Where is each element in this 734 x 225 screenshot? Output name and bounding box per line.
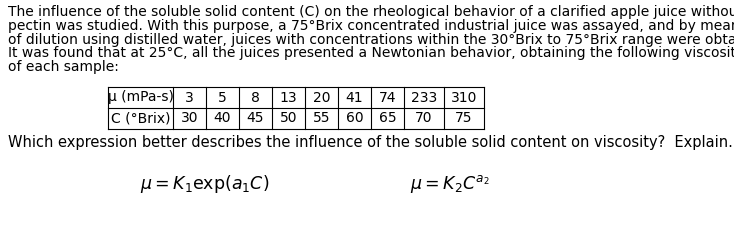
Text: 65: 65 xyxy=(379,112,396,126)
Text: 41: 41 xyxy=(346,90,363,104)
Text: μ (mPa-s): μ (mPa-s) xyxy=(108,90,173,104)
Text: of each sample:: of each sample: xyxy=(8,60,119,74)
Text: 20: 20 xyxy=(313,90,330,104)
Text: 8: 8 xyxy=(251,90,260,104)
Text: 45: 45 xyxy=(247,112,264,126)
Text: 13: 13 xyxy=(280,90,297,104)
Text: 30: 30 xyxy=(181,112,198,126)
Text: 55: 55 xyxy=(313,112,330,126)
Text: 233: 233 xyxy=(411,90,437,104)
Text: 40: 40 xyxy=(214,112,231,126)
Text: 60: 60 xyxy=(346,112,363,126)
Text: 74: 74 xyxy=(379,90,396,104)
Text: 3: 3 xyxy=(185,90,194,104)
Text: 310: 310 xyxy=(451,90,477,104)
Text: $\mu = K_2 C^{a_2}$: $\mu = K_2 C^{a_2}$ xyxy=(410,173,490,195)
Text: The influence of the soluble solid content (C) on the rheological behavior of a : The influence of the soluble solid conte… xyxy=(8,5,734,19)
Text: $\mu = K_1 \exp(a_1 C)$: $\mu = K_1 \exp(a_1 C)$ xyxy=(140,173,269,195)
Text: 75: 75 xyxy=(455,112,473,126)
Text: 5: 5 xyxy=(218,90,227,104)
Text: C (°Brix): C (°Brix) xyxy=(111,112,170,126)
Text: of dilution using distilled water, juices with concentrations within the 30°Brix: of dilution using distilled water, juice… xyxy=(8,33,734,47)
Text: Which expression better describes the influence of the soluble solid content on : Which expression better describes the in… xyxy=(8,135,733,150)
Text: pectin was studied. With this purpose, a 75°Brix concentrated industrial juice w: pectin was studied. With this purpose, a… xyxy=(8,19,734,33)
Text: 50: 50 xyxy=(280,112,297,126)
Text: 70: 70 xyxy=(415,112,433,126)
Text: It was found that at 25°C, all the juices presented a Newtonian behavior, obtain: It was found that at 25°C, all the juice… xyxy=(8,46,734,60)
